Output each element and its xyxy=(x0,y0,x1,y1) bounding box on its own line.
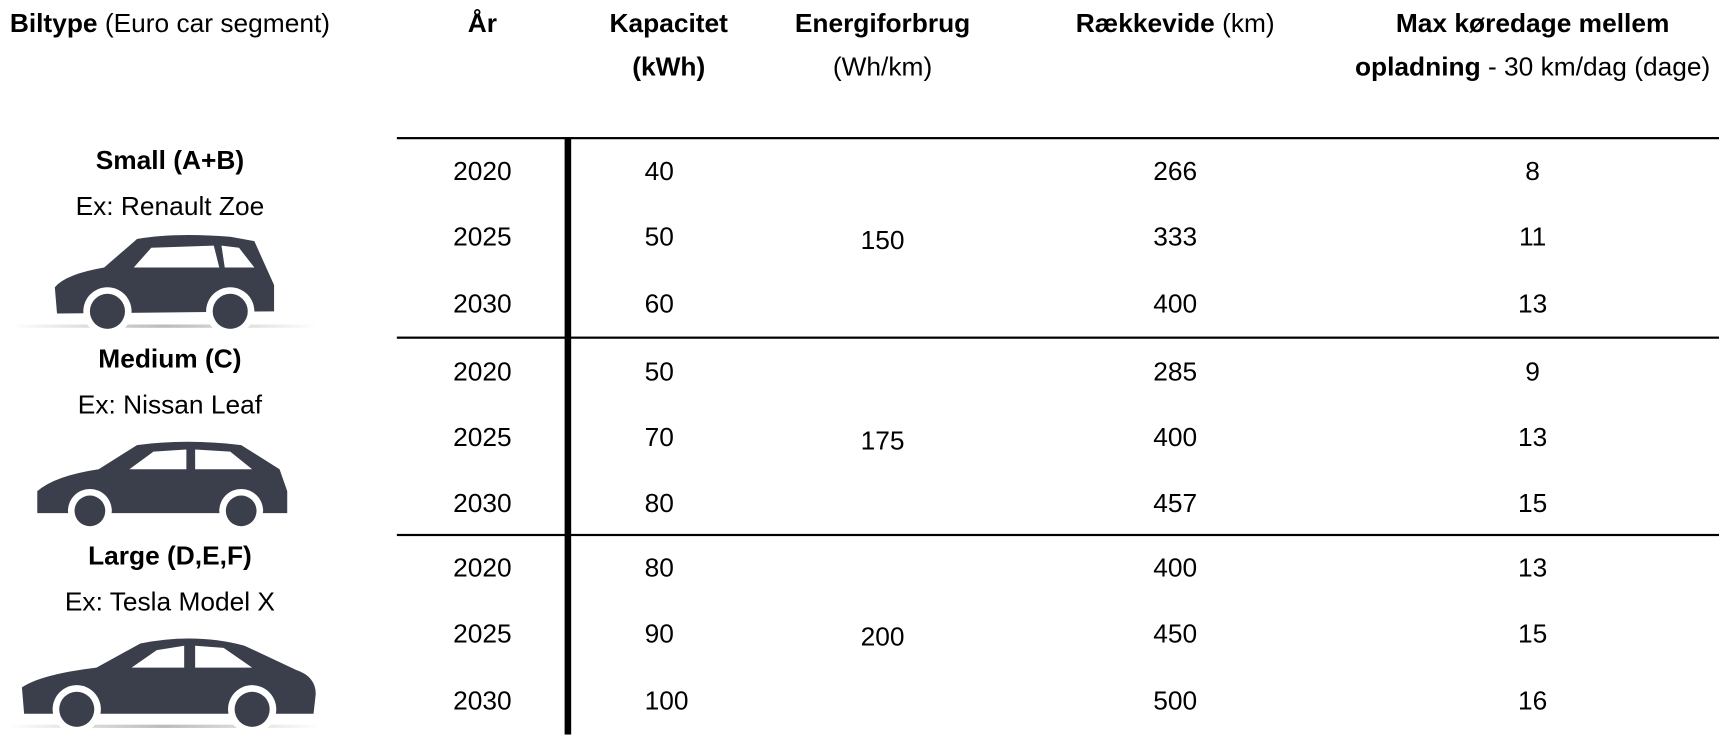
days-cell: 13 xyxy=(1517,289,1548,320)
days-cell: 15 xyxy=(1517,488,1548,519)
range-cell: 285 xyxy=(1153,357,1198,387)
header-normal: - 30 km/dag (dage) xyxy=(1487,52,1711,83)
range-cell: 333 xyxy=(1153,222,1198,253)
header-normal: (Wh/km) xyxy=(832,52,933,83)
capacity-cell: 60 xyxy=(644,289,674,320)
capacity-cell: 100 xyxy=(644,686,689,716)
segment-name: Small (A+B) xyxy=(95,145,245,176)
segment-example: Ex: Tesla Model X xyxy=(64,587,275,618)
header-bold: Kapacitet (kWh) xyxy=(609,8,728,83)
days-cell: 8 xyxy=(1525,156,1540,187)
car-icon xyxy=(37,441,288,531)
column-header: År xyxy=(439,2,527,46)
year-cell: 2025 xyxy=(453,423,512,453)
car-icon xyxy=(10,235,318,332)
range-cell: 400 xyxy=(1153,553,1198,584)
segment-name: Medium (C) xyxy=(98,344,242,374)
header-bold: Energiforbrug xyxy=(794,8,971,39)
capacity-cell: 80 xyxy=(644,553,674,584)
days-cell: 9 xyxy=(1525,357,1540,387)
range-cell: 457 xyxy=(1153,488,1198,519)
header-bold: År xyxy=(467,8,497,39)
segment-example: Ex: Renault Zoe xyxy=(75,191,265,222)
header-normal: (Euro car segment) xyxy=(104,8,331,39)
column-header: Rækkevide (km) xyxy=(1066,2,1285,46)
year-cell: 2025 xyxy=(453,222,512,253)
header-bold: Rækkevide xyxy=(1075,8,1215,39)
capacity-cell: 50 xyxy=(644,222,674,253)
range-cell: 450 xyxy=(1153,619,1198,650)
segment-name: Large (D,E,F) xyxy=(88,541,252,572)
year-cell: 2030 xyxy=(453,488,512,519)
days-cell: 11 xyxy=(1518,222,1547,253)
days-cell: 15 xyxy=(1517,619,1548,650)
capacity-cell: 40 xyxy=(644,156,674,187)
rule xyxy=(396,336,1719,339)
year-cell: 2030 xyxy=(453,289,512,320)
column-header: Energiforbrug (Wh/km) xyxy=(756,2,1008,90)
days-cell: 13 xyxy=(1517,423,1548,453)
range-cell: 400 xyxy=(1153,289,1198,320)
range-cell: 400 xyxy=(1153,423,1198,453)
capacity-cell: 50 xyxy=(644,357,674,387)
column-header: Kapacitet (kWh) xyxy=(576,2,762,90)
range-cell: 266 xyxy=(1153,156,1198,187)
header-bold: Max køredage mellem opladning xyxy=(1354,8,1670,83)
capacity-cell: 80 xyxy=(644,488,674,519)
energy-cell: 175 xyxy=(860,426,905,457)
year-cell: 2020 xyxy=(453,357,512,387)
column-header: Max køredage mellem opladning - 30 km/da… xyxy=(1341,2,1719,90)
column-header: Biltype (Euro car segment) xyxy=(5,2,334,46)
energy-cell: 200 xyxy=(860,622,905,653)
year-cell: 2020 xyxy=(453,156,512,187)
header-bold: Biltype xyxy=(9,8,98,39)
year-cell: 2020 xyxy=(453,553,512,584)
segment-example: Ex: Nissan Leaf xyxy=(77,390,263,420)
capacity-cell: 70 xyxy=(644,423,674,453)
rule xyxy=(396,533,1719,537)
rule xyxy=(396,137,1719,140)
capacity-cell: 90 xyxy=(644,619,674,650)
year-cell: 2025 xyxy=(453,619,512,650)
range-cell: 500 xyxy=(1153,686,1198,716)
days-cell: 16 xyxy=(1517,686,1548,716)
year-cell: 2030 xyxy=(453,686,512,716)
header-normal: (km) xyxy=(1222,8,1275,39)
car-icon xyxy=(8,638,321,732)
rule xyxy=(564,138,572,735)
energy-cell: 150 xyxy=(860,225,905,256)
days-cell: 13 xyxy=(1517,553,1548,584)
